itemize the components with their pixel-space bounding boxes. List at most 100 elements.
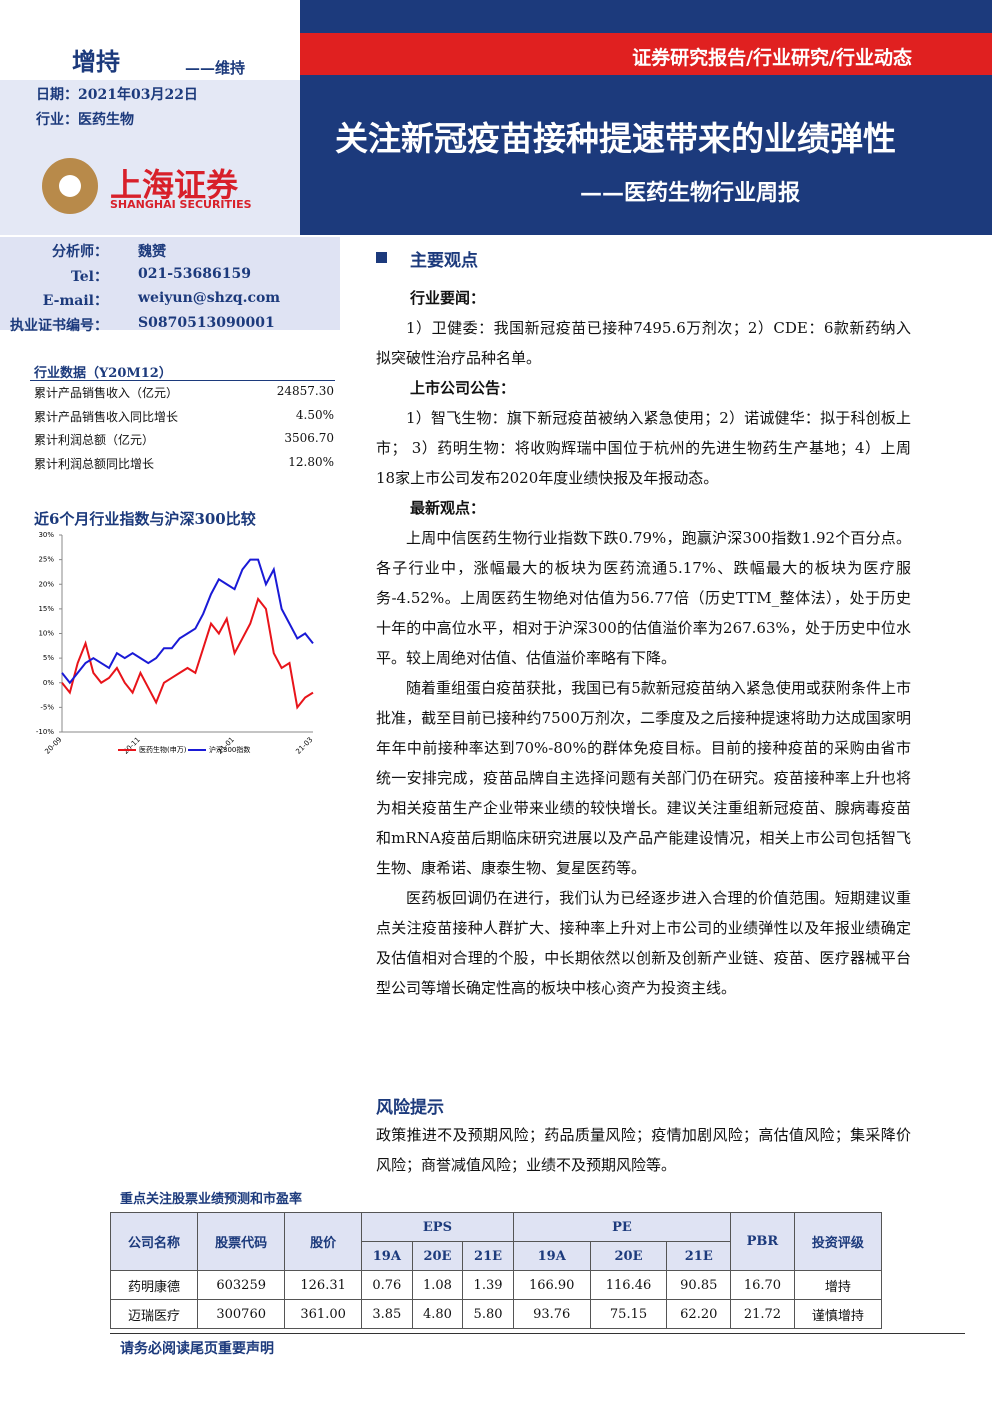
table-cell: 0.76 <box>361 1270 413 1300</box>
legend-label: 沪深300指数 <box>209 745 250 754</box>
industry: 行业：医药生物 <box>36 112 134 128</box>
x-tick-label: 21-03 <box>294 736 314 756</box>
subtitle: ——医药生物行业周报 <box>580 180 801 206</box>
table-cell: 93.76 <box>512 1299 591 1329</box>
y-tick-label: 30% <box>38 531 54 539</box>
table-cell: 62.20 <box>666 1299 732 1329</box>
data-value: 4.50% <box>295 407 334 422</box>
analyst-value: S0870513090001 <box>138 314 275 331</box>
table-header: PBR <box>730 1212 795 1271</box>
paragraph: 随着重组蛋白疫苗获批，我国已有5款新冠疫苗纳入紧急使用或获附条件上市批准，截至目… <box>376 679 911 877</box>
chart-title: 近6个月行业指数与沪深300比较 <box>34 510 256 528</box>
table-header: 19A <box>512 1241 591 1271</box>
analyst-value: weiyun@shzq.com <box>138 290 281 306</box>
table-cell: 5.80 <box>462 1299 514 1329</box>
main-heading: 主要观点 <box>410 251 478 271</box>
table-cell: 16.70 <box>730 1270 795 1300</box>
chart: 30%25%20%15%10%5%0%-5%-10%20-09 20-11 21-0… <box>36 531 315 756</box>
data-value: 3506.70 <box>284 431 334 445</box>
data-label: 累计产品销售收入（亿元） <box>34 386 179 400</box>
table-title: 重点关注股票业绩预测和市盈率 <box>120 1192 303 1207</box>
data-label: 累计利润总额（亿元） <box>34 433 155 447</box>
table: 公司名称 股票代码 股价 EPS PE PBR 投资评级 19A 20E 21E 19A 20E 21E… <box>109 1212 883 1329</box>
table-header-row: 公司名称 股票代码 股价 EPS PE PBR 投资评级 <box>109 1212 883 1271</box>
table-row: 药明康德 603259 126.31 0.76 1.08 1.39 166.90 116.46… <box>109 1270 883 1300</box>
table-cell: 116.46 <box>589 1270 668 1300</box>
rating-prev: ——维持 <box>185 59 246 77</box>
analyst-label: E-mail： <box>42 293 108 309</box>
date: 日期：2021年03月22日 <box>36 87 198 103</box>
analyst-panel <box>0 237 340 330</box>
bullet <box>376 252 387 263</box>
report-type: 证券研究报告/行业研究/行业动态 <box>632 47 912 69</box>
rating: 增持 <box>72 47 120 76</box>
line <box>61 596 314 710</box>
risk-text: 政策推进不及预期风险；药品质量风险；疫情加剧风险；高估值风险；集采降价风险；商誉… <box>376 1126 911 1174</box>
paragraph: 医药板回调仍在进行，我们认为已经逐步进入合理的价值范围。短期建议重点关注疫苗接种… <box>376 889 911 997</box>
table-header: PE <box>512 1212 732 1242</box>
table-header: 21E <box>666 1241 732 1271</box>
table-cell: 126.31 <box>284 1270 363 1300</box>
table-cell: 增持 <box>793 1270 883 1300</box>
line <box>61 558 314 685</box>
table-header: 股价 <box>284 1212 363 1271</box>
y-tick-label: 10% <box>38 630 54 638</box>
analyst-value: 魏赟 <box>138 244 166 260</box>
table-cell: 361.00 <box>284 1299 363 1329</box>
table-header: 20E <box>411 1241 464 1271</box>
data-value: 12.80% <box>288 454 334 469</box>
section-heading: 最新观点： <box>410 499 486 517</box>
paragraph: 上周中信医药生物行业指数下跌0.79%，跑赢沪深300指数1.92个百分点。各子… <box>376 529 911 667</box>
table-cell: 药明康德 <box>109 1270 199 1300</box>
x-tick-label: 20-09 <box>43 736 63 756</box>
title: 关注新冠疫苗接种提速带来的业绩弹性 <box>335 119 896 158</box>
data-value: 24857.30 <box>276 384 334 398</box>
footer-rule <box>110 1333 965 1334</box>
table-header: 19A <box>361 1241 413 1271</box>
table-header: 21E <box>462 1241 514 1271</box>
analyst-label: 执业证书编号： <box>10 317 108 334</box>
y-tick-label: -10% <box>36 728 54 736</box>
y-tick-label: -5% <box>40 703 54 711</box>
rule <box>30 380 335 381</box>
y-tick-label: 15% <box>38 605 54 613</box>
data-label: 累计利润总额同比增长 <box>34 456 155 471</box>
footer: 请务必阅读尾页重要声明 <box>120 1341 274 1357</box>
section-heading: 上市公司公告： <box>410 379 516 397</box>
industry-data-title: 行业数据（Y20M12） <box>34 366 172 381</box>
table-cell: 3.85 <box>361 1299 413 1329</box>
table-cell: 166.90 <box>512 1270 591 1300</box>
paragraph: 1）智飞生物：旗下新冠疫苗被纳入紧急使用；2）诺诚健华：拟于科创板上市； 3）药… <box>376 409 911 487</box>
y-tick-label: 5% <box>43 654 54 662</box>
y-tick-label: 0% <box>43 679 54 687</box>
table-cell: 迈瑞医疗 <box>109 1299 199 1329</box>
info-panel <box>0 80 300 235</box>
table-header: 公司名称 <box>109 1212 199 1271</box>
table-cell: 谨慎增持 <box>793 1299 883 1329</box>
table-header: 投资评级 <box>793 1212 883 1271</box>
analyst-label: Tel： <box>70 268 108 285</box>
y-tick-label: 20% <box>38 580 54 588</box>
table-cell: 1.39 <box>462 1270 514 1300</box>
table-cell: 75.15 <box>589 1299 668 1329</box>
table-cell: 1.08 <box>411 1270 464 1300</box>
paragraph: 1）卫健委：我国新冠疫苗已接种7495.6万剂次；2）CDE：6款新药纳入拟突破… <box>376 319 911 367</box>
analyst-label: 分析师： <box>52 244 108 260</box>
header-band <box>300 33 992 75</box>
table-cell: 4.80 <box>411 1299 464 1329</box>
table-cell: 603259 <box>197 1270 286 1300</box>
legend-label: 医药生物(申万) <box>139 745 187 754</box>
logo-cn: 上海证券 <box>110 166 239 204</box>
data-label: 累计产品销售收入同比增长 <box>34 409 179 424</box>
table-header: 20E <box>589 1241 668 1271</box>
risk-heading: 风险提示 <box>376 1098 444 1118</box>
table-header: 股票代码 <box>197 1212 286 1271</box>
table-row: 迈瑞医疗 300760 361.00 3.85 4.80 5.80 93.76 75.15 62… <box>109 1299 883 1329</box>
y-tick-label: 25% <box>38 556 54 564</box>
table-cell: 300760 <box>197 1299 286 1329</box>
section-heading: 行业要闻： <box>410 289 486 307</box>
logo-icon <box>42 158 98 214</box>
table-cell: 21.72 <box>730 1299 795 1329</box>
table-header: EPS <box>361 1212 514 1242</box>
